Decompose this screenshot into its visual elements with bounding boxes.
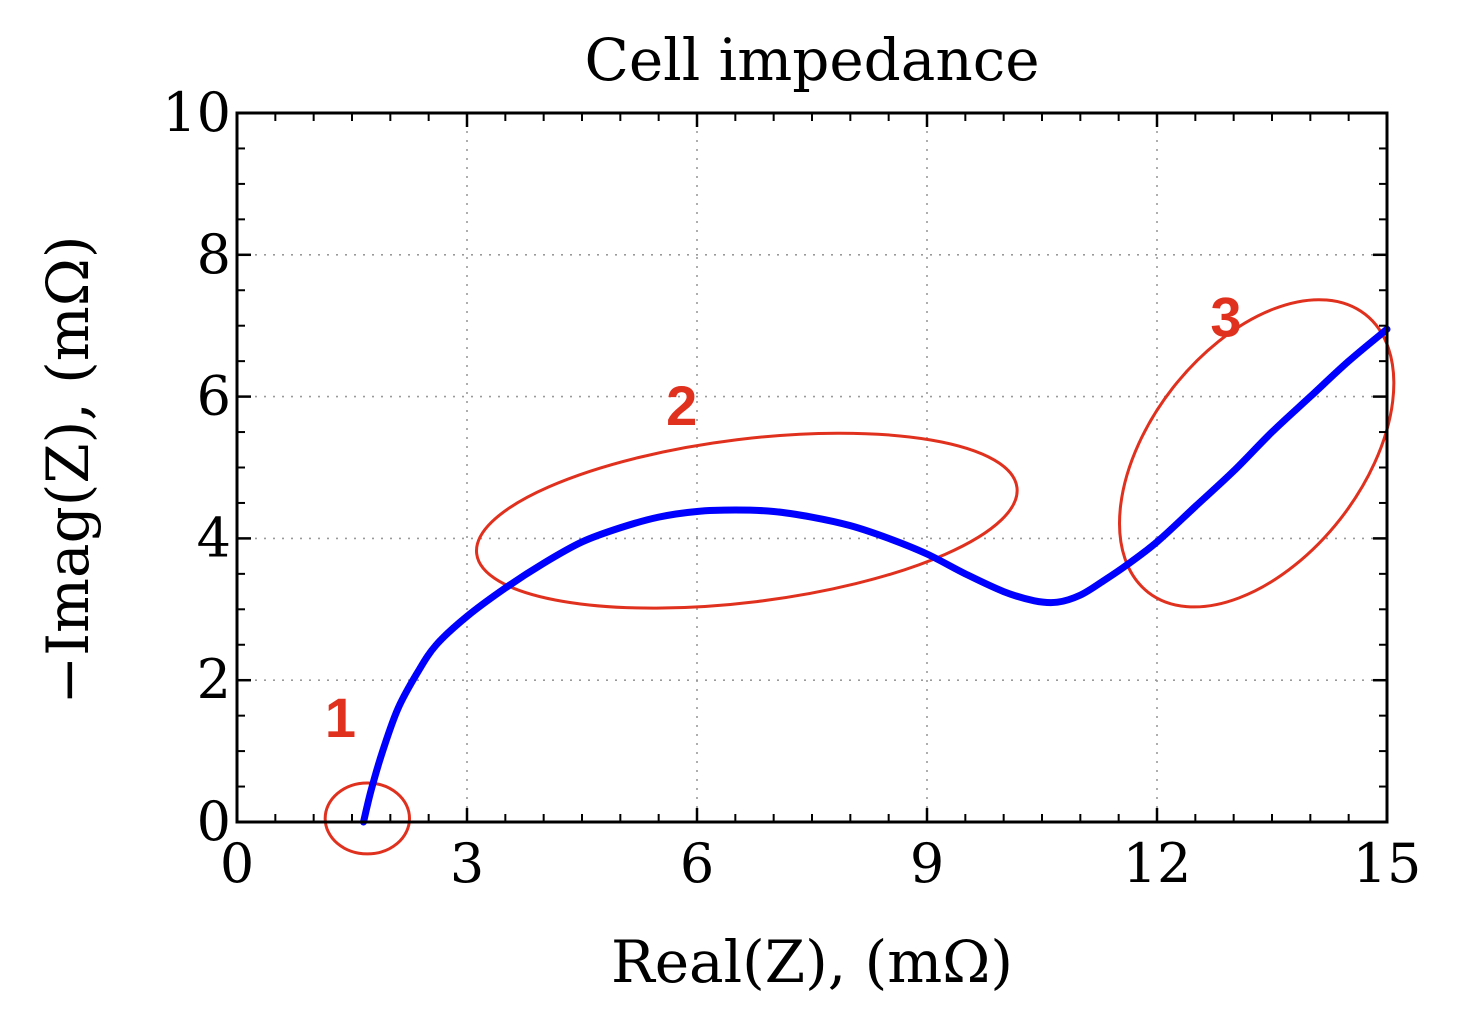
x-tick-label: 3 <box>450 832 484 895</box>
y-axis-label: −Imag(Z), (mΩ) <box>34 236 102 705</box>
annotation-label-3: 3 <box>1210 285 1241 348</box>
y-tick-label: 6 <box>197 365 231 428</box>
axis-ticks <box>235 111 1389 824</box>
annotation-ellipse-1 <box>323 781 412 856</box>
grid-lines <box>237 113 1387 822</box>
chart-title: Cell impedance <box>584 26 1039 94</box>
annotation-ellipse-2 <box>475 431 1019 610</box>
y-tick-label: 2 <box>197 648 231 711</box>
x-tick-label: 9 <box>910 832 944 895</box>
annotation-ellipse-3 <box>1118 298 1396 609</box>
y-tick-label: 0 <box>197 790 231 853</box>
y-tick-label: 8 <box>197 223 231 286</box>
annotation-labels: 1 2 3 <box>325 285 1242 749</box>
x-axis-label: Real(Z), (mΩ) <box>611 928 1013 996</box>
plot-frame <box>235 111 1389 824</box>
impedance-curve <box>360 325 1391 826</box>
x-tick-label: 15 <box>1353 832 1422 895</box>
x-tick-label: 0 <box>220 832 254 895</box>
x-tick-label: 12 <box>1123 832 1192 895</box>
annotation-label-1: 1 <box>325 686 356 749</box>
y-tick-label: 10 <box>162 81 231 144</box>
annotation-ellipses <box>323 298 1396 856</box>
y-tick-label: 4 <box>197 506 231 569</box>
x-tick-label: 6 <box>680 832 714 895</box>
annotation-label-2: 2 <box>666 374 697 437</box>
